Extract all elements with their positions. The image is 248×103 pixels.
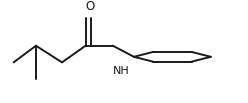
Text: NH: NH (113, 66, 129, 76)
Text: O: O (85, 0, 94, 13)
